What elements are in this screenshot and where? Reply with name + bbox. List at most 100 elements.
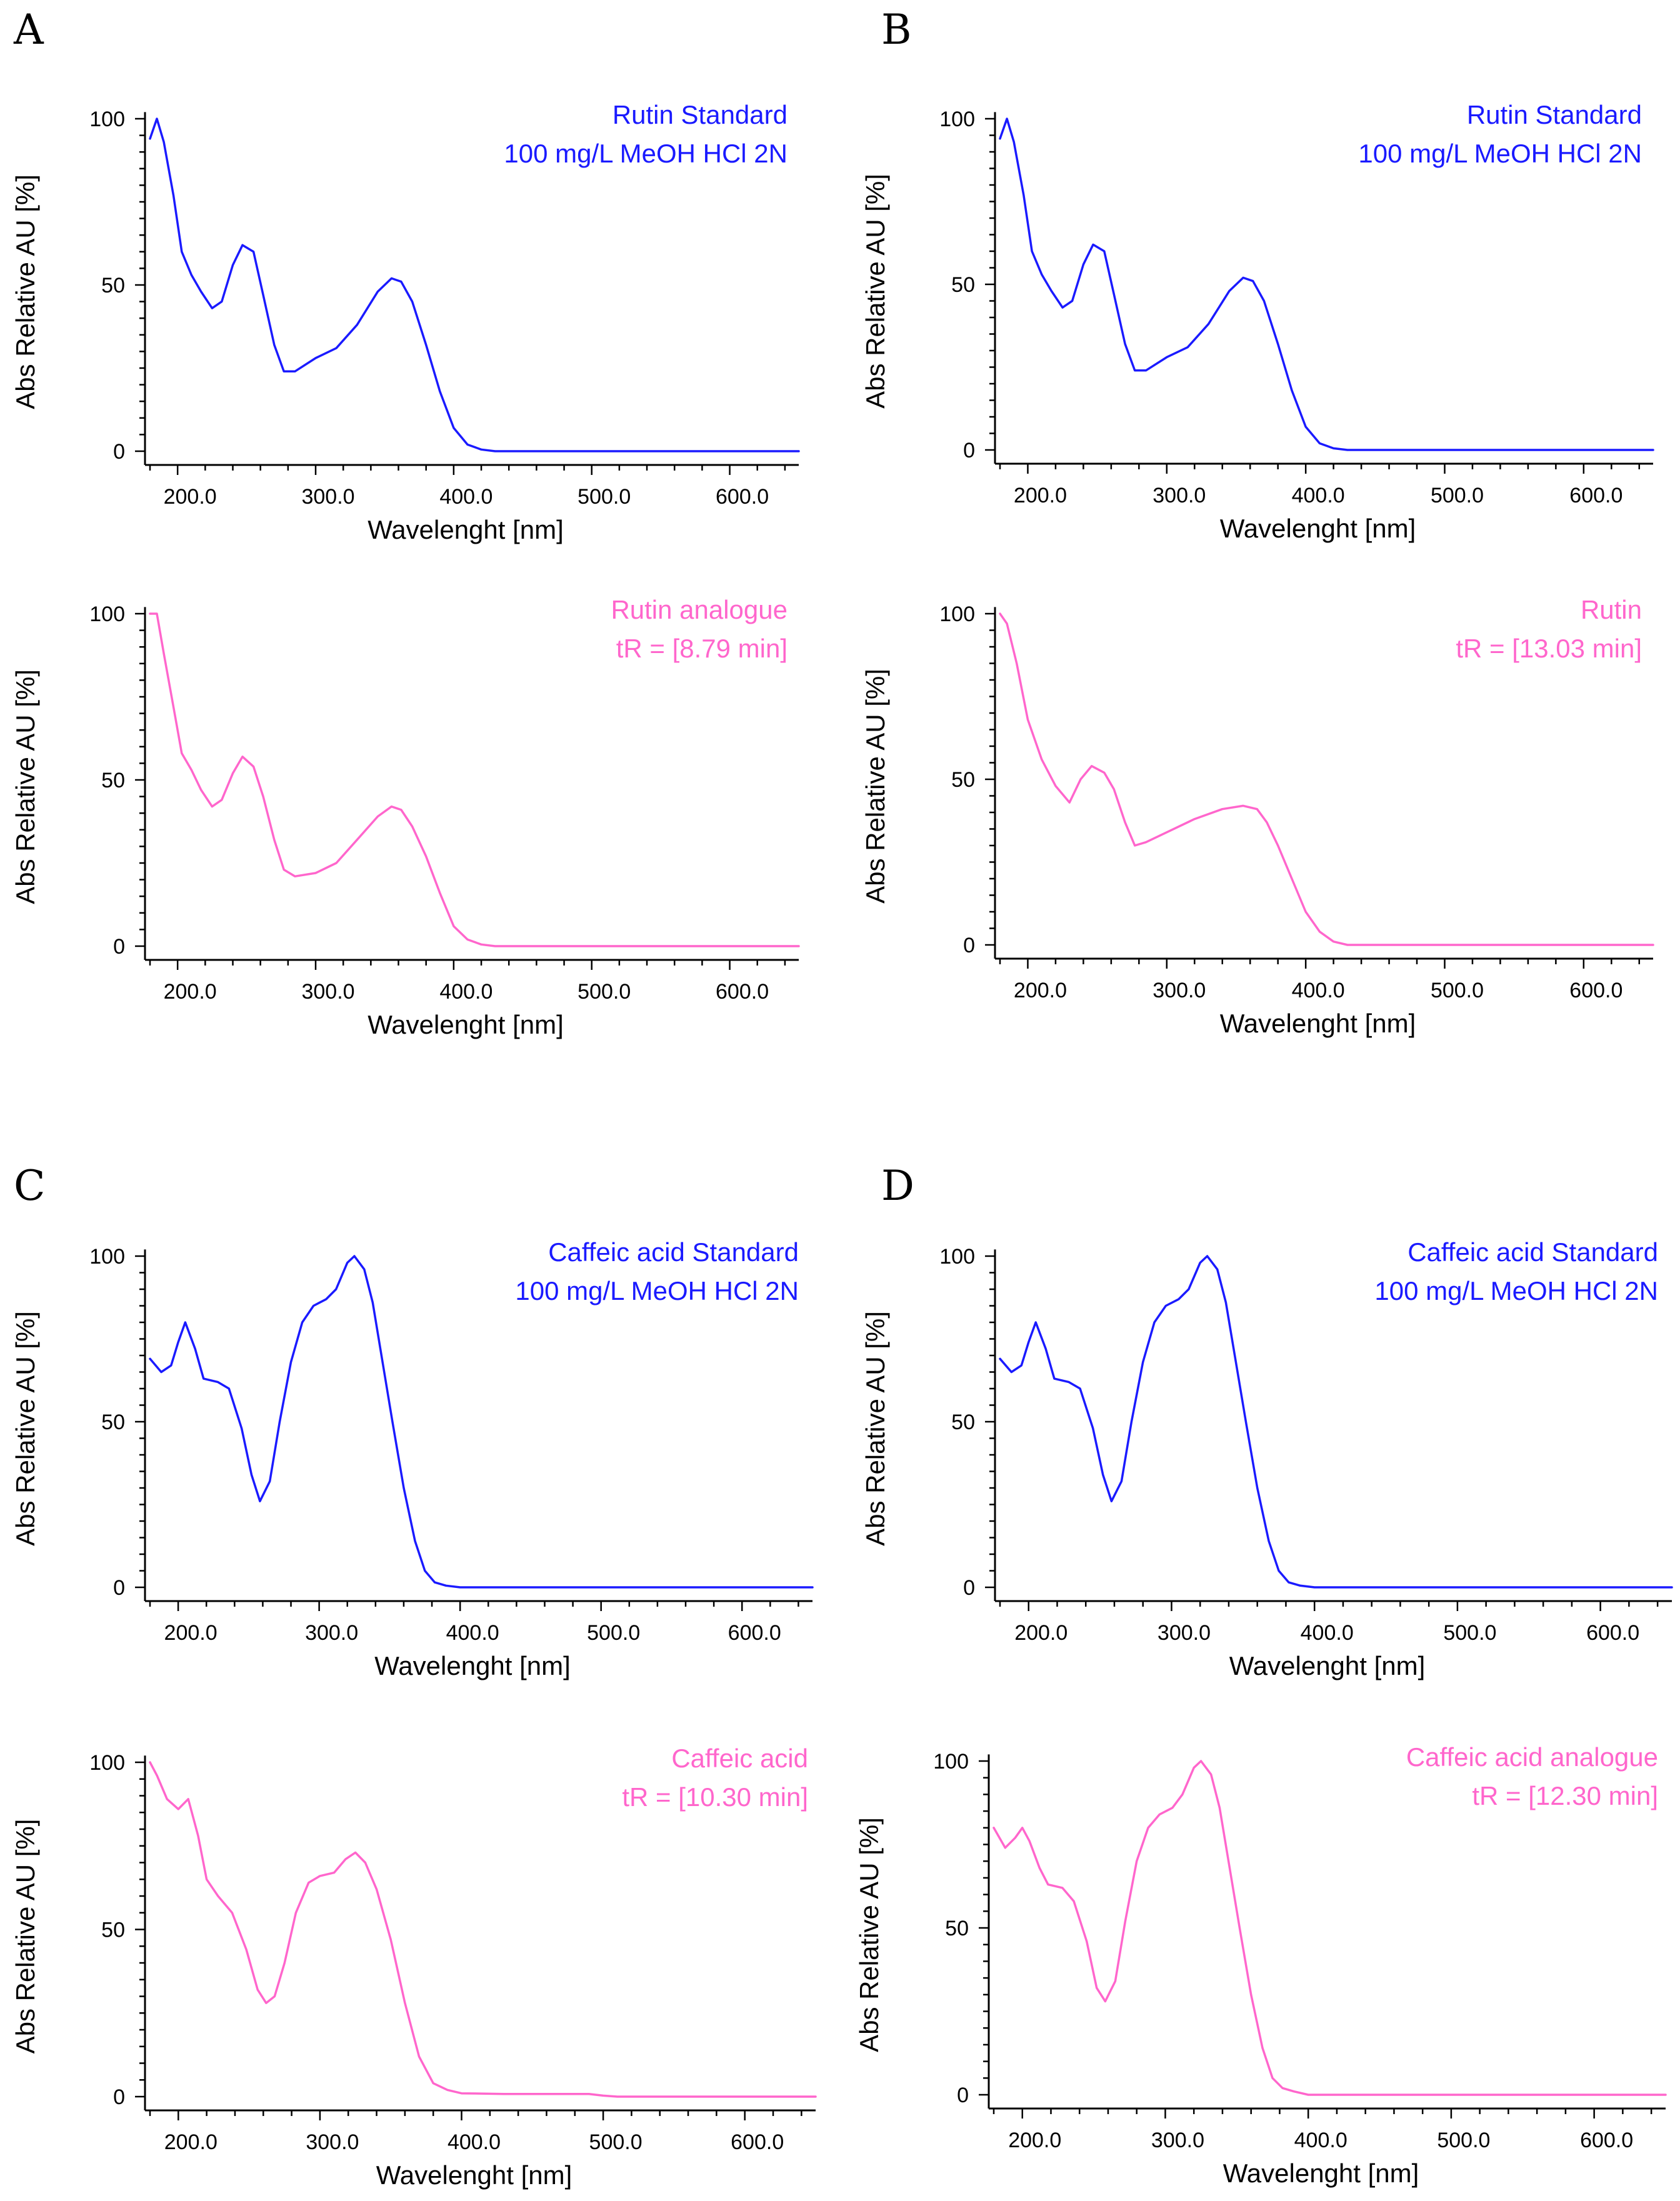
x-axis-title: Wavelenght [nm] <box>368 515 564 544</box>
x-tick-label: 300.0 <box>1158 1621 1211 1645</box>
x-tick-label: 600.0 <box>1580 2129 1633 2152</box>
legend-line: Caffeic acid Standard <box>548 1237 799 1267</box>
x-tick-label: 200.0 <box>164 980 217 1004</box>
y-tick-label: 100 <box>939 1245 975 1269</box>
legend-line: tR = [13.03 min] <box>1456 634 1642 663</box>
x-tick-label: 200.0 <box>1014 979 1067 1002</box>
x-tick-label: 600.0 <box>1586 1621 1639 1645</box>
y-tick-label: 0 <box>963 934 975 957</box>
series-line <box>999 612 1654 946</box>
chart-c-sample: 0 50 100 200.0 300.0 400.0 500.0 600.0 Wavelengh… <box>11 1744 817 2190</box>
y-axis-title: Abs Relative AU [%] <box>11 174 40 409</box>
legend-line: tR = [8.79 min] <box>616 634 788 663</box>
y-tick-label: 100 <box>89 602 125 626</box>
x-tick-label: 500.0 <box>1431 484 1484 507</box>
y-axis-title: Abs Relative AU [%] <box>11 1311 40 1546</box>
y-tick-label: 50 <box>101 274 125 297</box>
y-axis-title: Abs Relative AU [%] <box>861 174 890 409</box>
y-tick-label: 0 <box>113 2085 125 2109</box>
legend-line: Caffeic acid Standard <box>1408 1237 1658 1267</box>
x-tick-label: 500.0 <box>578 980 631 1004</box>
series-line <box>999 117 1654 451</box>
x-tick-label: 300.0 <box>1151 2129 1204 2152</box>
x-axis-title: Wavelenght [nm] <box>374 1651 571 1680</box>
x-tick-label: 500.0 <box>578 485 631 509</box>
x-tick-label: 600.0 <box>731 2130 784 2154</box>
x-tick-label: 300.0 <box>306 2130 359 2154</box>
x-tick-label: 300.0 <box>1152 484 1206 507</box>
chart-d-standard: 0 50 100 200.0 300.0 400.0 500.0 600.0 Wavelengh… <box>861 1237 1673 1680</box>
legend-line: 100 mg/L MeOH HCl 2N <box>515 1276 799 1305</box>
y-tick-label: 0 <box>113 935 125 959</box>
legend-line: tR = [10.30 min] <box>622 1782 808 1812</box>
y-axis-title: Abs Relative AU [%] <box>861 1311 890 1546</box>
y-axis-title: Abs Relative AU [%] <box>11 669 40 904</box>
x-tick-label: 200.0 <box>164 2130 218 2154</box>
y-tick-label: 50 <box>101 1410 125 1434</box>
chart-c-standard: 0 50 100 200.0 300.0 400.0 500.0 600.0 Wavelengh… <box>11 1237 814 1680</box>
x-tick-label: 500.0 <box>1443 1621 1496 1645</box>
y-tick-label: 100 <box>939 602 975 626</box>
y-tick-label: 100 <box>89 107 125 131</box>
x-tick-label: 400.0 <box>1292 484 1345 507</box>
y-tick-label: 100 <box>89 1751 125 1775</box>
panel-letter-a: A <box>13 6 44 54</box>
x-tick-label: 300.0 <box>1152 979 1206 1002</box>
x-tick-label: 600.0 <box>716 980 769 1004</box>
x-tick-label: 400.0 <box>1301 1621 1354 1645</box>
panel-letter-b: B <box>881 6 912 54</box>
y-tick-label: 50 <box>101 769 125 792</box>
legend-line: 100 mg/L MeOH HCl 2N <box>1358 139 1642 168</box>
series-line <box>149 1255 814 1589</box>
legend-line: 100 mg/L MeOH HCl 2N <box>504 139 788 168</box>
x-tick-label: 300.0 <box>301 485 354 509</box>
y-axis-title: Abs Relative AU [%] <box>11 1819 40 2054</box>
x-axis-title: Wavelenght [nm] <box>368 1010 564 1039</box>
x-tick-label: 500.0 <box>589 2130 642 2154</box>
x-tick-label: 500.0 <box>1431 979 1484 1002</box>
series-line <box>999 1255 1673 1589</box>
chart-b-sample: 0 50 100 200.0 300.0 400.0 500.0 600.0 Wavelengh… <box>861 595 1654 1038</box>
y-axis-title: Abs Relative AU [%] <box>854 1817 884 2052</box>
x-axis-title: Wavelenght [nm] <box>376 2160 572 2190</box>
series-line <box>149 1761 817 2098</box>
y-tick-label: 0 <box>957 2084 969 2107</box>
chart-b-standard: 0 50 100 200.0 300.0 400.0 500.0 600.0 Wavelengh… <box>861 100 1654 543</box>
legend-line: Rutin Standard <box>612 100 788 129</box>
x-tick-label: 200.0 <box>1008 2129 1061 2152</box>
x-tick-label: 500.0 <box>587 1621 640 1645</box>
series-line <box>992 1760 1667 2096</box>
y-tick-label: 0 <box>963 1576 975 1600</box>
legend-line: tR = [12.30 min] <box>1472 1781 1658 1810</box>
x-axis-title: Wavelenght [nm] <box>1220 514 1416 543</box>
x-tick-label: 400.0 <box>446 1621 499 1645</box>
x-tick-label: 400.0 <box>439 980 492 1004</box>
panel-letter-d: D <box>881 1162 914 1210</box>
y-tick-label: 50 <box>101 1919 125 1942</box>
legend-line: Caffeic acid analogue <box>1406 1742 1658 1772</box>
y-tick-label: 0 <box>963 439 975 462</box>
x-tick-label: 600.0 <box>1569 979 1622 1002</box>
x-tick-label: 400.0 <box>1292 979 1345 1002</box>
y-tick-label: 100 <box>939 107 975 131</box>
x-tick-label: 600.0 <box>716 485 769 509</box>
x-tick-label: 400.0 <box>439 485 492 509</box>
x-tick-label: 200.0 <box>1014 484 1067 507</box>
chart-d-sample: 0 50 100 200.0 300.0 400.0 500.0 600.0 Wavelengh… <box>854 1742 1667 2188</box>
y-axis-title: Abs Relative AU [%] <box>861 669 890 904</box>
legend-line: Caffeic acid <box>671 1744 808 1773</box>
x-axis-title: Wavelenght [nm] <box>1229 1651 1426 1680</box>
y-tick-label: 50 <box>945 1917 969 1940</box>
y-tick-label: 50 <box>951 1410 975 1434</box>
y-tick-label: 50 <box>951 768 975 792</box>
legend-line: Rutin Standard <box>1467 100 1642 129</box>
legend-line: Rutin analogue <box>611 595 788 624</box>
x-tick-label: 200.0 <box>164 1621 218 1645</box>
x-tick-label: 500.0 <box>1437 2129 1490 2152</box>
chart-a-sample: 0 50 100 200.0 300.0 400.0 500.0 600.0 Wavelengh… <box>11 595 800 1039</box>
x-tick-label: 400.0 <box>448 2130 501 2154</box>
y-tick-label: 100 <box>89 1245 125 1269</box>
x-tick-label: 400.0 <box>1294 2129 1348 2152</box>
y-tick-label: 100 <box>933 1750 969 1774</box>
